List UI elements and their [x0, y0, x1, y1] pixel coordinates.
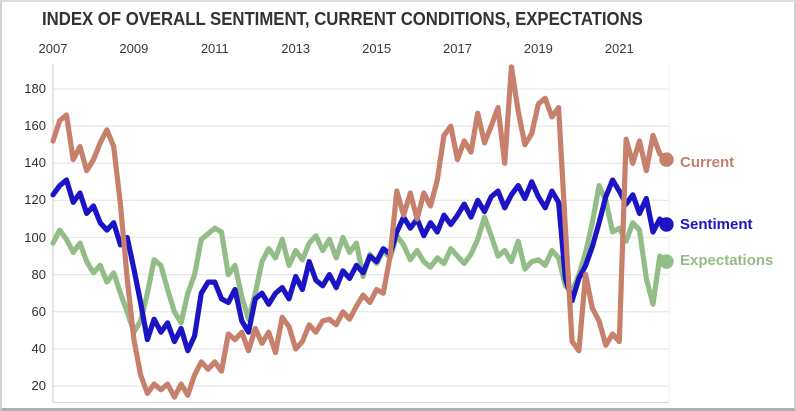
line-end-dot-expectations [659, 254, 674, 269]
y-tick-label-20: 20 [31, 378, 46, 393]
line-current [50, 64, 670, 400]
x-tick-label-2019: 2019 [523, 41, 553, 56]
y-tick-label-180: 180 [24, 81, 46, 97]
x-tick-label-2009: 2009 [119, 41, 149, 56]
line-expectations [50, 183, 670, 335]
y-tick-label-40: 40 [31, 340, 46, 356]
legend-label-expectations: Expectations [680, 252, 774, 269]
legend-label-sentiment: Sentiment [680, 216, 753, 233]
x-tick-label-2011: 2011 [200, 41, 229, 56]
line-end-dot-sentiment [659, 217, 674, 232]
line-end-dot-current [659, 152, 674, 167]
legend-label-current: Current [680, 154, 735, 171]
x-tick-label-2007: 2007 [38, 41, 68, 56]
y-tick-label-100: 100 [24, 229, 46, 245]
line-sentiment [50, 177, 670, 354]
y-tick-label-140: 140 [24, 155, 46, 171]
chart-title: INDEX OF OVERALL SENTIMENT, CURRENT COND… [42, 9, 643, 29]
y-tick-label-80: 80 [31, 266, 46, 282]
y-tick-label-60: 60 [31, 303, 46, 319]
y-tick-label-120: 120 [24, 192, 46, 208]
y-tick-label-160: 160 [24, 118, 46, 134]
x-tick-label-2021: 2021 [604, 41, 634, 56]
x-tick-label-2013: 2013 [281, 41, 311, 56]
x-tick-label-2017: 2017 [443, 41, 472, 56]
x-tick-label-2015: 2015 [362, 41, 392, 56]
